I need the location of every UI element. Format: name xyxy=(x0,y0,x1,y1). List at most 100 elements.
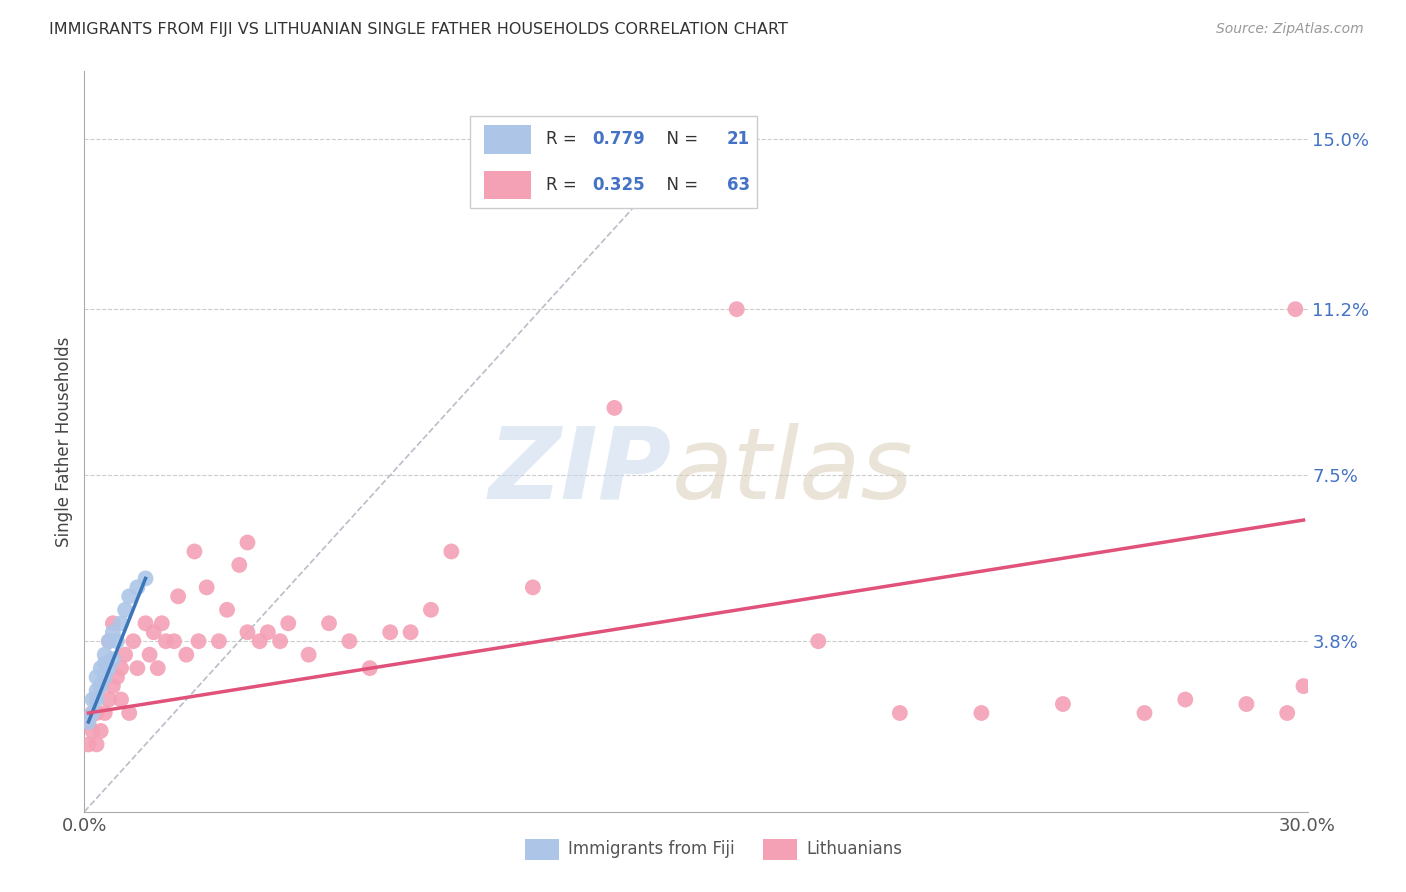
Point xyxy=(298,648,321,662)
Text: atlas: atlas xyxy=(672,423,912,520)
Point xyxy=(105,670,128,684)
Text: N =: N = xyxy=(655,130,703,148)
Point xyxy=(150,616,173,631)
Point xyxy=(135,616,157,631)
Bar xyxy=(484,170,531,199)
Point xyxy=(318,616,340,631)
Point xyxy=(118,590,141,604)
Text: R =: R = xyxy=(546,130,582,148)
Point xyxy=(97,634,120,648)
Point xyxy=(187,634,209,648)
Point xyxy=(127,661,149,675)
Point xyxy=(122,634,145,648)
Point xyxy=(420,603,443,617)
Point xyxy=(195,580,218,594)
Text: N =: N = xyxy=(655,176,703,194)
Point xyxy=(277,616,299,631)
Point xyxy=(110,692,132,706)
Point xyxy=(269,634,291,648)
Point xyxy=(93,670,115,684)
Point xyxy=(93,648,115,662)
Point xyxy=(163,634,186,648)
Y-axis label: Single Father Households: Single Father Households xyxy=(55,336,73,547)
Point xyxy=(93,670,115,684)
Text: R =: R = xyxy=(546,176,582,194)
Text: IMMIGRANTS FROM FIJI VS LITHUANIAN SINGLE FATHER HOUSEHOLDS CORRELATION CHART: IMMIGRANTS FROM FIJI VS LITHUANIAN SINGL… xyxy=(49,22,789,37)
Point xyxy=(174,648,197,662)
Point xyxy=(90,679,112,693)
Point xyxy=(359,661,381,675)
Point xyxy=(105,634,128,648)
Point xyxy=(90,723,112,738)
Point xyxy=(86,683,108,698)
Point xyxy=(228,558,250,572)
Point xyxy=(208,634,231,648)
Text: ZIP: ZIP xyxy=(488,423,672,520)
Point xyxy=(86,706,108,720)
Point xyxy=(155,634,177,648)
Point xyxy=(82,723,104,738)
Point xyxy=(236,535,259,549)
Point xyxy=(118,706,141,720)
Point xyxy=(889,706,911,720)
Text: 63: 63 xyxy=(727,176,749,194)
Bar xyxy=(763,839,797,860)
Point xyxy=(86,670,108,684)
Point xyxy=(1236,697,1258,711)
Point xyxy=(1284,302,1306,317)
Point xyxy=(127,580,149,594)
Text: 0.325: 0.325 xyxy=(592,176,644,194)
Text: Immigrants from Fiji: Immigrants from Fiji xyxy=(568,840,734,858)
Point xyxy=(114,648,136,662)
Point xyxy=(82,706,104,720)
Point xyxy=(97,661,120,675)
Point xyxy=(101,652,124,666)
Point xyxy=(257,625,280,640)
Point xyxy=(249,634,271,648)
FancyBboxPatch shape xyxy=(470,116,758,209)
Point xyxy=(135,571,157,585)
Point xyxy=(725,302,748,317)
Text: Lithuanians: Lithuanians xyxy=(806,840,903,858)
Point xyxy=(142,625,165,640)
Point xyxy=(97,634,120,648)
Point xyxy=(110,661,132,675)
Point xyxy=(110,616,132,631)
Point xyxy=(82,692,104,706)
Point xyxy=(77,738,100,752)
Point xyxy=(167,590,190,604)
Point xyxy=(97,692,120,706)
Text: 0.779: 0.779 xyxy=(592,130,645,148)
Point xyxy=(86,738,108,752)
Point xyxy=(1133,706,1156,720)
Point xyxy=(77,714,100,729)
Point xyxy=(440,544,463,558)
Point xyxy=(146,661,169,675)
Point xyxy=(380,625,402,640)
Point xyxy=(1277,706,1299,720)
Point xyxy=(138,648,160,662)
Point xyxy=(86,692,108,706)
Bar xyxy=(524,839,560,860)
Text: 21: 21 xyxy=(727,130,749,148)
Point xyxy=(522,580,544,594)
Point xyxy=(1292,679,1315,693)
Bar xyxy=(484,126,531,153)
Point xyxy=(93,706,115,720)
Point xyxy=(90,679,112,693)
Point xyxy=(82,706,104,720)
Point xyxy=(236,625,259,640)
Point xyxy=(90,661,112,675)
Point xyxy=(1174,692,1197,706)
Point xyxy=(339,634,361,648)
Point xyxy=(807,634,830,648)
Point xyxy=(101,616,124,631)
Point xyxy=(93,657,115,671)
Point xyxy=(77,714,100,729)
Text: Source: ZipAtlas.com: Source: ZipAtlas.com xyxy=(1216,22,1364,37)
Point xyxy=(217,603,239,617)
Point xyxy=(114,603,136,617)
Point xyxy=(970,706,993,720)
Point xyxy=(101,625,124,640)
Point xyxy=(1052,697,1074,711)
